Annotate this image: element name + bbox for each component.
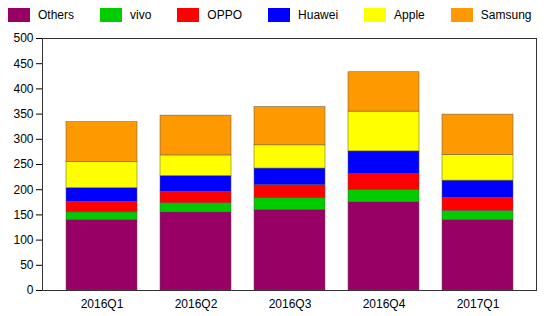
html-text:vivo: vivo [130, 8, 152, 22]
svg-text:50: 50 [20, 258, 34, 272]
svg-text:200: 200 [13, 183, 33, 197]
svg-text:2016Q2: 2016Q2 [175, 297, 218, 311]
html-text:Samsung: Samsung [480, 8, 532, 22]
svg-text:0: 0 [27, 283, 34, 297]
html-text:Huawei: Huawei [298, 8, 339, 22]
svg-text:450: 450 [13, 57, 33, 71]
svg-text:2017Q1: 2017Q1 [457, 297, 500, 311]
html-text:Others: Others [38, 8, 74, 22]
svg-text:2016Q4: 2016Q4 [363, 297, 406, 311]
svg-text:2016Q3: 2016Q3 [269, 297, 312, 311]
svg-text:2016Q1: 2016Q1 [81, 297, 124, 311]
html-text:OPPO: OPPO [207, 8, 242, 22]
svg-text:100: 100 [13, 233, 33, 247]
svg-text:150: 150 [13, 208, 33, 222]
html-text:Apple: Apple [394, 8, 425, 22]
svg-text:400: 400 [13, 82, 33, 96]
svg-text:250: 250 [13, 157, 33, 171]
svg-text:500: 500 [13, 31, 33, 45]
svg-text:300: 300 [13, 132, 33, 146]
svg-text:350: 350 [13, 107, 33, 121]
